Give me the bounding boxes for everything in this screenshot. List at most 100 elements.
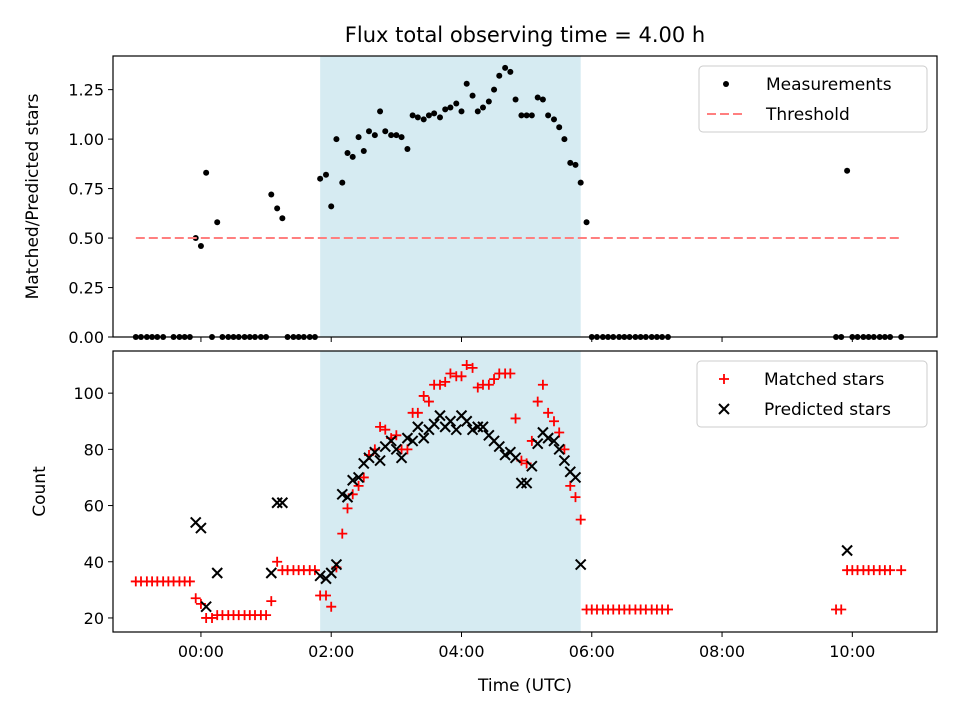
measurement-point <box>507 68 514 75</box>
matched-point <box>559 444 570 455</box>
matched-point <box>836 604 847 615</box>
measurement-point <box>328 203 335 210</box>
matched-point <box>261 610 272 621</box>
measurement-point <box>420 116 427 123</box>
measurement-point <box>545 112 552 119</box>
predicted-point <box>341 491 354 503</box>
matched-point <box>896 565 907 576</box>
predicted-point <box>418 432 430 444</box>
x-tick-label: 04:00 <box>438 642 484 661</box>
chart-title: Flux total observing time = 4.00 h <box>345 23 705 47</box>
x-tick-label: 02:00 <box>308 642 354 661</box>
measurement-point <box>349 153 356 160</box>
measurement-point <box>479 104 486 111</box>
measurement-point <box>436 114 443 121</box>
measurement-point <box>561 136 568 143</box>
matched-point <box>358 472 369 483</box>
predicted-point <box>330 558 343 571</box>
predicted-point <box>395 452 408 464</box>
matched-point <box>445 368 456 379</box>
matched-point <box>467 362 478 373</box>
measurement-point <box>355 134 362 141</box>
matched-point <box>326 601 337 612</box>
measurement-point <box>214 219 221 226</box>
top-panel: 0.00 0.25 0.50 0.75 1.00 1.25 Matched/Predicte… <box>23 55 938 347</box>
x-tick-label: 06:00 <box>569 642 615 661</box>
y-tick-label: 60 <box>84 497 104 516</box>
measurement-point <box>550 116 557 123</box>
predicted-point <box>428 418 440 430</box>
matched-point <box>662 604 673 615</box>
matched-point <box>472 382 483 393</box>
measurement-point <box>274 205 281 212</box>
x-axis-label: Time (UTC) <box>477 676 572 696</box>
legend-label: Threshold <box>765 105 850 125</box>
x-tick-label: 00:00 <box>178 642 224 661</box>
measurement-point <box>523 112 530 119</box>
measurement-point <box>409 112 416 119</box>
measurement-point <box>431 110 438 117</box>
predicted-point <box>531 438 544 450</box>
matched-point <box>543 407 554 418</box>
series-matched-stars <box>130 360 907 623</box>
y-tick-label: 20 <box>84 609 104 628</box>
measurement-point <box>377 108 384 115</box>
matched-point <box>266 596 277 607</box>
x-tick-label: 08:00 <box>699 642 745 661</box>
observing-window-span <box>320 56 581 337</box>
observing-window-span <box>320 351 581 632</box>
measurement-point <box>393 132 400 139</box>
legend: Matched stars Predicted stars <box>696 360 928 428</box>
measurement-point <box>458 108 465 115</box>
predicted-point <box>553 443 565 456</box>
measurement-point <box>496 72 503 79</box>
measurement-point <box>583 219 590 226</box>
predicted-point <box>369 446 381 458</box>
predicted-point <box>520 477 533 489</box>
matched-point <box>554 427 565 438</box>
y-tick-label: 100 <box>73 384 104 403</box>
measurement-point <box>382 128 389 135</box>
matched-point <box>418 390 429 401</box>
measurement-point <box>485 98 492 105</box>
measurement-point <box>317 175 324 182</box>
matched-point <box>184 576 195 587</box>
matched-point <box>321 590 332 601</box>
measurement-point <box>491 86 498 93</box>
measurement-point <box>474 108 481 115</box>
measurement-point <box>388 132 395 139</box>
series-predicted-stars <box>190 409 853 613</box>
matched-point <box>342 503 353 514</box>
predicted-point <box>841 544 853 557</box>
predicted-point <box>472 421 484 433</box>
predicted-point <box>385 435 397 447</box>
predicted-point <box>515 477 528 489</box>
matched-point <box>375 421 386 432</box>
measurement-point <box>463 80 470 87</box>
matched-point <box>207 612 218 623</box>
measurement-point <box>502 64 509 71</box>
predicted-point <box>271 497 283 509</box>
matched-point <box>537 379 548 390</box>
y-tick-label: 1.25 <box>68 81 104 100</box>
y-tick-label: 0.50 <box>68 229 104 248</box>
measurement-point <box>447 104 454 111</box>
predicted-point <box>406 435 419 447</box>
matched-point <box>309 565 320 576</box>
measurement-point <box>279 215 286 222</box>
matched-point <box>461 360 472 371</box>
predicted-point <box>434 409 446 422</box>
measurement-point <box>414 114 421 121</box>
predicted-point <box>444 415 457 427</box>
y-tick-label: 0.75 <box>68 180 104 199</box>
predicted-point <box>314 570 326 582</box>
predicted-point <box>195 522 207 534</box>
measurement-point <box>577 179 584 186</box>
predicted-point <box>211 567 223 579</box>
predicted-point <box>450 423 462 436</box>
legend-label: Predicted stars <box>764 400 891 420</box>
x-tick-label: 10:00 <box>829 642 875 661</box>
measurement-point <box>469 92 476 99</box>
matched-point <box>272 556 283 567</box>
predicted-point <box>374 454 386 467</box>
